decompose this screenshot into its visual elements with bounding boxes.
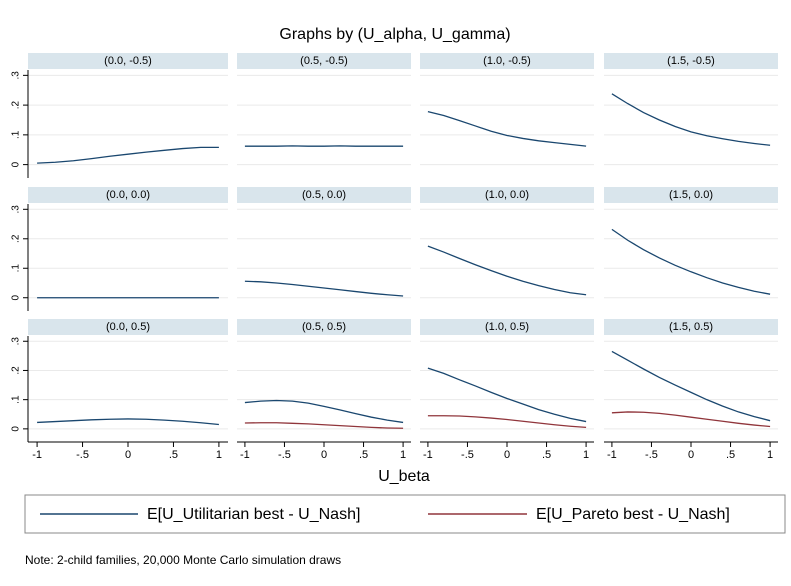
x-tick-label: 1: [400, 449, 406, 461]
panel-title: (0.0, 0.0): [106, 189, 150, 201]
y-tick-label: .1: [11, 264, 22, 273]
x-tick-label: 0: [125, 449, 131, 461]
plot-area: [28, 336, 228, 442]
y-tick-label: .3: [11, 337, 22, 346]
legend-label: E[U_Utilitarian best - U_Nash]: [147, 506, 360, 523]
panel-title: (0.5, 0.0): [302, 189, 346, 201]
panel-title: (1.5, 0.5): [669, 321, 713, 333]
plot-area: [420, 204, 594, 311]
plot-area: [604, 70, 778, 178]
plot-area: [604, 336, 778, 442]
y-tick-label: .1: [11, 130, 22, 139]
panel-title: (1.0, -0.5): [483, 55, 531, 67]
x-tick-label: .5: [542, 449, 551, 461]
y-tick-label: 0: [11, 161, 22, 167]
panel-title: (1.0, 0.5): [485, 321, 529, 333]
x-tick-label: -1: [423, 449, 433, 461]
note: Note: 2-child families, 20,000 Monte Car…: [25, 553, 341, 567]
plot-area: [28, 204, 228, 311]
x-tick-label: 0: [504, 449, 510, 461]
panel-title: (0.5, 0.5): [302, 321, 346, 333]
y-tick-label: .3: [11, 205, 22, 214]
panel-title: (1.5, -0.5): [667, 55, 715, 67]
x-tick-label: -1: [32, 449, 42, 461]
x-axis-title: U_beta: [378, 468, 430, 485]
x-tick-label: -.5: [645, 449, 658, 461]
x-tick-label: -.5: [278, 449, 291, 461]
panel-title: (0.5, -0.5): [300, 55, 348, 67]
x-tick-label: .5: [726, 449, 735, 461]
plot-area: [237, 336, 411, 442]
x-tick-label: -.5: [461, 449, 474, 461]
x-tick-label: -1: [607, 449, 617, 461]
x-tick-label: 0: [688, 449, 694, 461]
panel-title: (0.0, -0.5): [104, 55, 152, 67]
panel-title: (1.5, 0.0): [669, 189, 713, 201]
x-tick-label: -.5: [76, 449, 89, 461]
plot-area: [420, 70, 594, 178]
legend-label: E[U_Pareto best - U_Nash]: [536, 506, 730, 523]
y-tick-label: .1: [11, 395, 22, 404]
plot-area: [237, 70, 411, 178]
x-tick-label: .5: [169, 449, 178, 461]
chart-title: Graphs by (U_alpha, U_gamma): [279, 26, 510, 43]
plot-area: [604, 204, 778, 311]
x-tick-label: 0: [321, 449, 327, 461]
y-tick-label: .2: [11, 234, 22, 243]
x-tick-label: 1: [767, 449, 773, 461]
y-tick-label: .2: [11, 101, 22, 110]
y-tick-label: .2: [11, 366, 22, 375]
y-tick-label: 0: [11, 426, 22, 432]
y-tick-label: .3: [11, 71, 22, 80]
panel-title: (1.0, 0.0): [485, 189, 529, 201]
y-tick-label: 0: [11, 295, 22, 301]
x-tick-label: 1: [583, 449, 589, 461]
x-tick-label: -1: [240, 449, 250, 461]
x-tick-label: .5: [359, 449, 368, 461]
x-tick-label: 1: [216, 449, 222, 461]
panel-title: (0.0, 0.5): [106, 321, 150, 333]
